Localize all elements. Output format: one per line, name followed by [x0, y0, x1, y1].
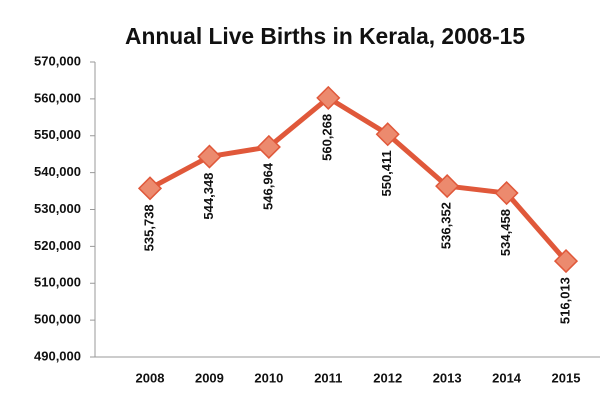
marker	[435, 174, 460, 199]
y-tick-label: 570,000	[34, 53, 81, 68]
y-tick-label: 500,000	[34, 312, 81, 327]
y-tick-label: 490,000	[34, 348, 81, 363]
data-label: 516,013	[557, 277, 572, 324]
marker	[316, 85, 341, 110]
marker	[137, 176, 163, 201]
y-tick-label: 510,000	[34, 275, 81, 290]
data-label: 534,458	[498, 209, 513, 256]
chart-title: Annual Live Births in Kerala, 2008-15	[125, 23, 525, 49]
data-label: 560,268	[320, 114, 335, 161]
marker	[494, 181, 519, 206]
x-tick-label: 2008	[136, 370, 165, 385]
marker	[256, 134, 281, 160]
y-tick-label: 540,000	[34, 164, 81, 179]
data-label: 546,964	[260, 162, 275, 210]
x-tick-label: 2015	[552, 370, 581, 385]
data-label: 536,352	[439, 202, 454, 249]
x-tick-label: 2009	[195, 370, 224, 385]
data-label: 550,411	[379, 150, 394, 196]
x-tick-label: 2011	[314, 370, 342, 385]
marker	[197, 144, 222, 169]
x-tick-label: 2012	[373, 370, 402, 385]
y-tick-label: 560,000	[34, 90, 81, 105]
marker	[375, 122, 400, 147]
data-label: 535,738	[141, 204, 156, 251]
y-tick-label: 530,000	[34, 201, 81, 216]
x-tick-label: 2010	[254, 370, 283, 385]
x-tick-label: 2014	[492, 370, 522, 385]
data-label: 544,348	[201, 173, 216, 220]
y-tick-label: 550,000	[34, 127, 81, 142]
marker	[553, 249, 579, 274]
x-tick-label: 2013	[433, 370, 462, 385]
y-tick-label: 520,000	[34, 238, 81, 253]
